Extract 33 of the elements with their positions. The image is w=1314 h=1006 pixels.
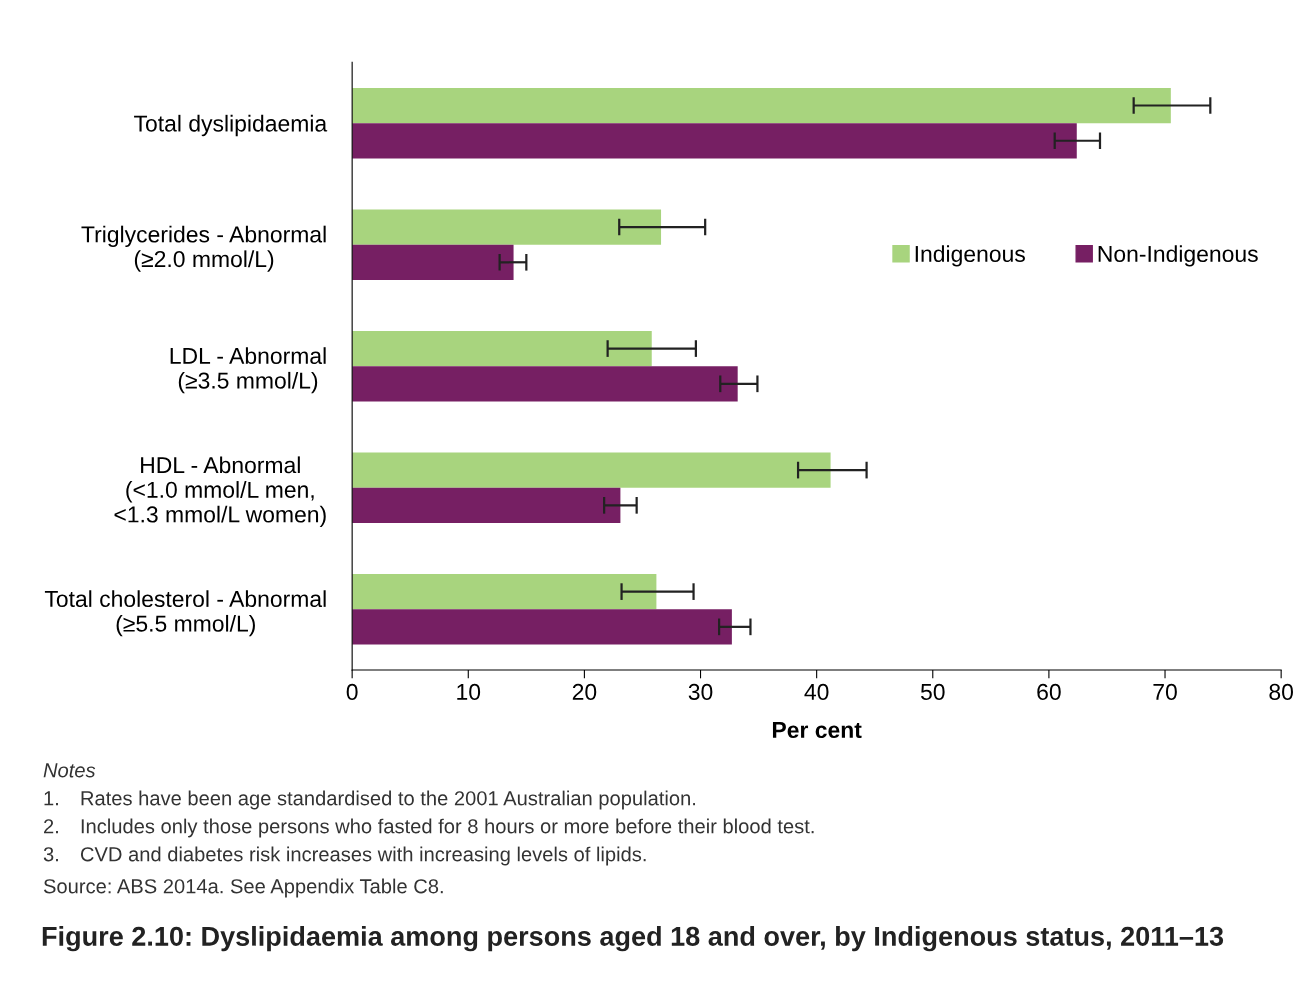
bar bbox=[352, 487, 621, 523]
x-axis-title: Per cent bbox=[772, 722, 862, 739]
text: Figure 2.10: Dyslipidaemia among persons aged 18 and over, by Indigenous status, 2011–13 bbox=[42, 926, 1224, 952]
x-tick-label: 30 bbox=[688, 683, 713, 701]
x-tick-label: 20 bbox=[572, 683, 597, 701]
bar bbox=[352, 452, 831, 488]
text: Notes bbox=[43, 763, 96, 778]
x-tick-label: 70 bbox=[1153, 683, 1177, 701]
y-tick-label: Total cholesterol - Abnormal (≥5.5 mmol/L) bbox=[44, 590, 326, 637]
legend-label: Non-Indigenous bbox=[1098, 245, 1258, 267]
bar bbox=[352, 87, 1171, 124]
x-tick-label: 60 bbox=[1037, 683, 1061, 701]
bar bbox=[352, 609, 732, 645]
bar bbox=[352, 366, 738, 402]
x-tick-label: 10 bbox=[457, 683, 481, 701]
text: 3. CVD and diabetes risk increases with increasing levels of lipids. bbox=[43, 846, 646, 866]
source-note: Source: ABS 2014a. See Appendix Table C8. bbox=[43, 878, 443, 898]
bar bbox=[352, 330, 652, 367]
text: 2. Includes only those persons who fasted for 8 hours or more before their blood test. bbox=[44, 818, 814, 838]
y-tick-label: Triglycerides - Abnormal (≥2.0 mmol/L) bbox=[81, 225, 326, 272]
bar bbox=[352, 573, 657, 610]
bar bbox=[352, 244, 514, 280]
y-tick-label: HDL - Abnormal (<1.0 mmol/L men, <1.3 mmol/L women) bbox=[114, 456, 326, 528]
text: 1. Rates have been age standardised to the 2001 Australian population. bbox=[44, 790, 696, 810]
x-tick-label: 50 bbox=[920, 683, 945, 701]
x-tick-label: 0 bbox=[346, 683, 358, 701]
y-tick-label: LDL - Abnormal (≥3.5 mmol/L) bbox=[170, 347, 326, 394]
x-tick-label: 80 bbox=[1269, 683, 1293, 701]
bar bbox=[352, 123, 1077, 159]
y-tick-label: Total dyslipidaemia bbox=[134, 114, 328, 137]
bar bbox=[352, 209, 662, 245]
x-tick-label: 40 bbox=[804, 683, 829, 701]
legend-label: Indigenous bbox=[915, 245, 1025, 267]
